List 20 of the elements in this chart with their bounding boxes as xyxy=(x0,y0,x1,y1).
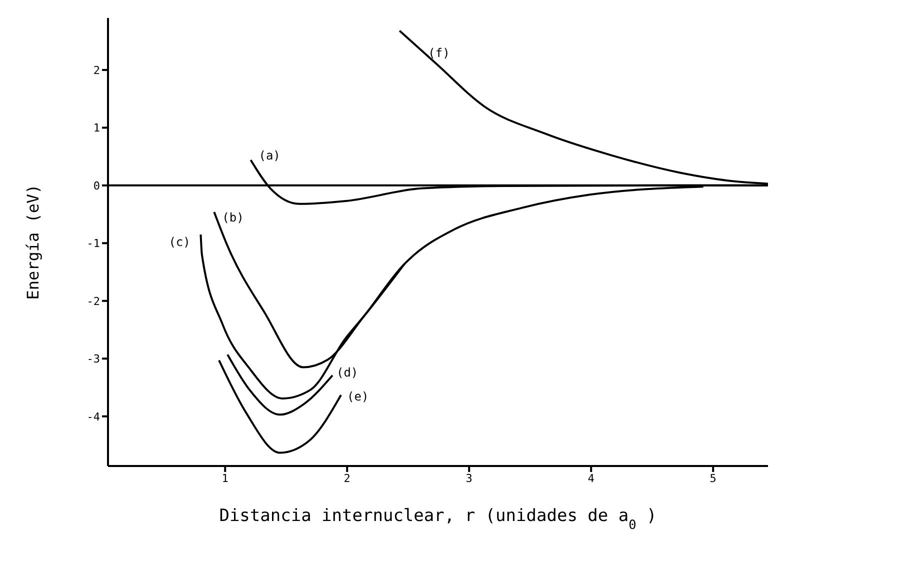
y-tick-label: 0 xyxy=(93,179,100,192)
x-tick-label: 5 xyxy=(710,472,716,485)
x-axis-title: Distancia internuclear, r (unidades de a$_{0}$) xyxy=(219,506,657,532)
y-tick-label: -2 xyxy=(86,294,100,308)
x-tick-label: 1 xyxy=(222,472,228,485)
series-label: (a) xyxy=(258,148,280,162)
x-tick-label: 4 xyxy=(588,472,595,485)
x-tick-label: 3 xyxy=(466,472,472,485)
series-label: (b) xyxy=(222,210,244,224)
y-tick-label: -3 xyxy=(86,352,100,366)
y-axis-title: Energía (eV) xyxy=(24,184,43,300)
series-label: (e) xyxy=(347,389,369,404)
series-label: (f) xyxy=(428,46,450,60)
series-label: (d) xyxy=(336,366,358,380)
series-label: (c) xyxy=(168,234,190,249)
y-tick-label: 2 xyxy=(93,64,100,77)
y-tick-label: 1 xyxy=(93,122,100,135)
y-tick-label: -1 xyxy=(86,237,100,250)
x-tick-label: 2 xyxy=(344,472,350,485)
y-tick-label: -4 xyxy=(86,410,100,424)
